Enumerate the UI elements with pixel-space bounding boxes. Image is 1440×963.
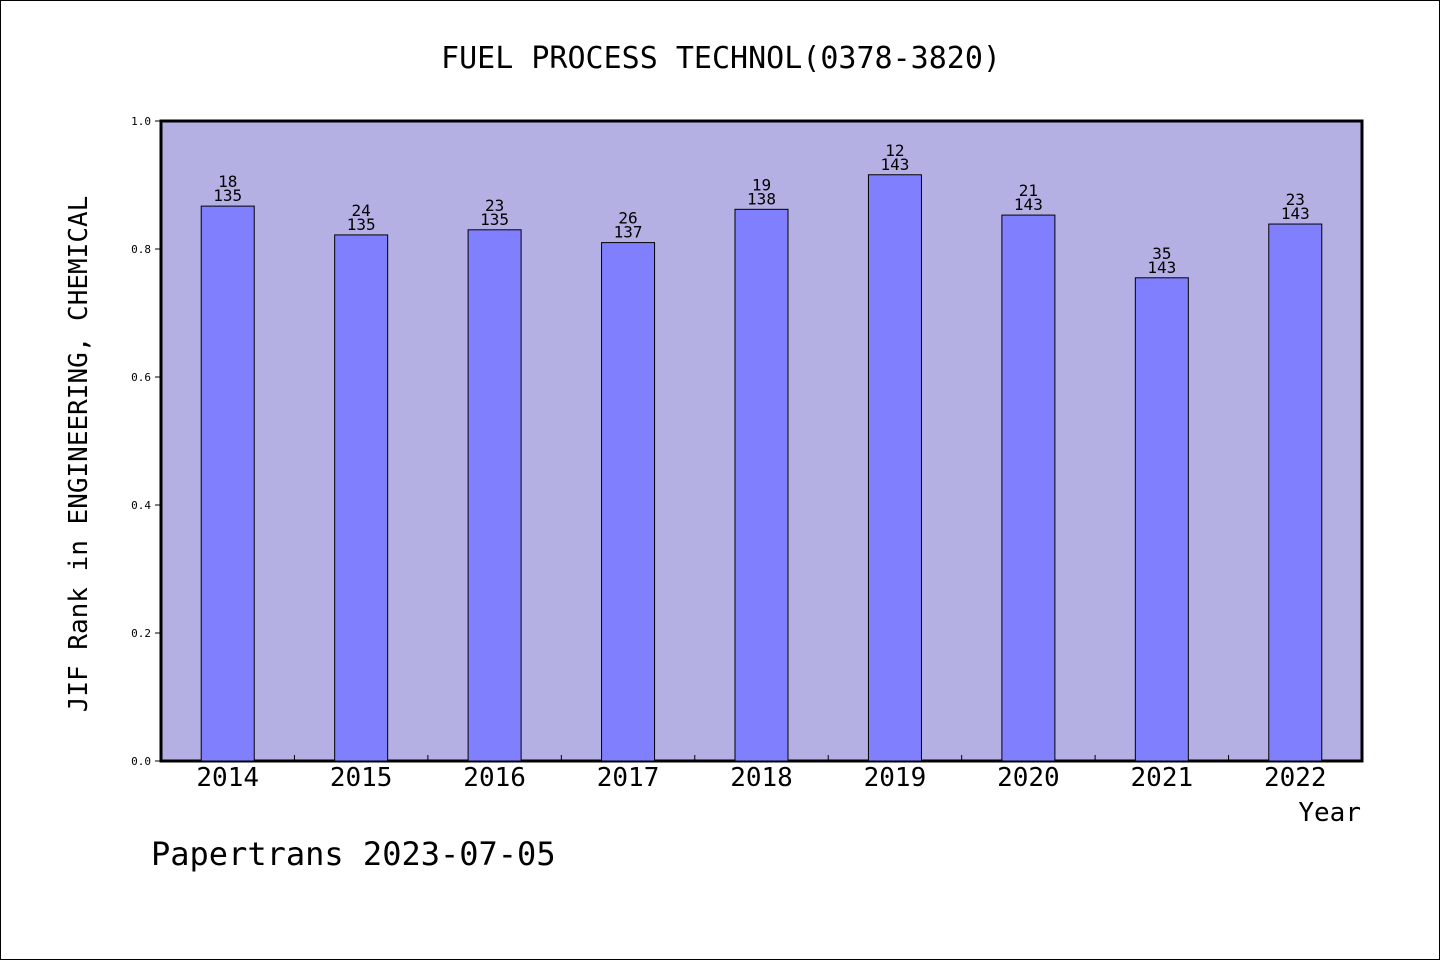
y-tick-label: 0.0 <box>131 755 151 768</box>
bar-2020 <box>1001 214 1056 762</box>
x-tick-label: 2014 <box>196 763 259 793</box>
bar-label-total: 135 <box>480 210 509 229</box>
bar-label-rank: 12 <box>885 141 904 160</box>
bar-label-rank: 21 <box>1019 181 1038 200</box>
bar-2014 <box>200 205 255 762</box>
x-tick-label: 2015 <box>330 763 393 793</box>
bar-label-total: 135 <box>347 215 376 234</box>
x-tick-label: 2016 <box>463 763 526 793</box>
x-axis-label: Year <box>1298 798 1361 828</box>
y-tick-label: 1.0 <box>131 115 151 128</box>
bar-2021 <box>1134 277 1189 762</box>
bar-label-rank: 26 <box>618 209 637 228</box>
bar-2015 <box>334 234 389 762</box>
bar-label-rank: 18 <box>218 172 237 191</box>
bar-2017 <box>601 242 656 762</box>
y-axis-label: JIF Rank in ENGINEERING, CHEMICAL <box>64 196 94 713</box>
chart-title: FUEL PROCESS TECHNOL(0378-3820) <box>441 41 1001 76</box>
bar-2016 <box>467 229 522 762</box>
bar-label-total: 135 <box>213 186 242 205</box>
bar-label-rank: 23 <box>485 196 504 215</box>
bar-2022 <box>1268 223 1323 762</box>
x-tick-label: 2022 <box>1264 763 1327 793</box>
x-tick-label: 2021 <box>1131 763 1194 793</box>
x-tick-label: 2017 <box>597 763 660 793</box>
x-tick-label: 2018 <box>730 763 793 793</box>
bar-label-total: 143 <box>880 155 909 174</box>
y-axis: 0.0 0.2 0.4 0.6 0.8 1.0 <box>131 115 161 768</box>
y-tick-label: 0.2 <box>131 627 151 640</box>
bar-label-rank: 24 <box>352 201 371 220</box>
x-axis: 2014 2015 2016 2017 2018 2019 2020 2021 2022 <box>196 755 1327 793</box>
bar-label-total: 143 <box>1147 258 1176 277</box>
x-tick-label: 2020 <box>997 763 1060 793</box>
bar-label-total: 143 <box>1014 195 1043 214</box>
bar-2019 <box>867 174 922 762</box>
y-tick-label: 0.6 <box>131 371 151 384</box>
bars-group <box>200 174 1323 762</box>
y-tick-label: 0.4 <box>131 499 151 512</box>
watermark-text: Papertrans 2023-07-05 <box>151 835 556 873</box>
bar-label-rank: 19 <box>752 175 771 194</box>
bar-label-total: 143 <box>1281 204 1310 223</box>
bar-label-rank: 23 <box>1286 190 1305 209</box>
bar-2018 <box>734 208 789 762</box>
bar-label-rank: 35 <box>1152 244 1171 263</box>
bar-label-total: 138 <box>747 189 776 208</box>
y-tick-label: 0.8 <box>131 243 151 256</box>
x-tick-label: 2019 <box>864 763 927 793</box>
bar-label-total: 137 <box>614 223 643 242</box>
